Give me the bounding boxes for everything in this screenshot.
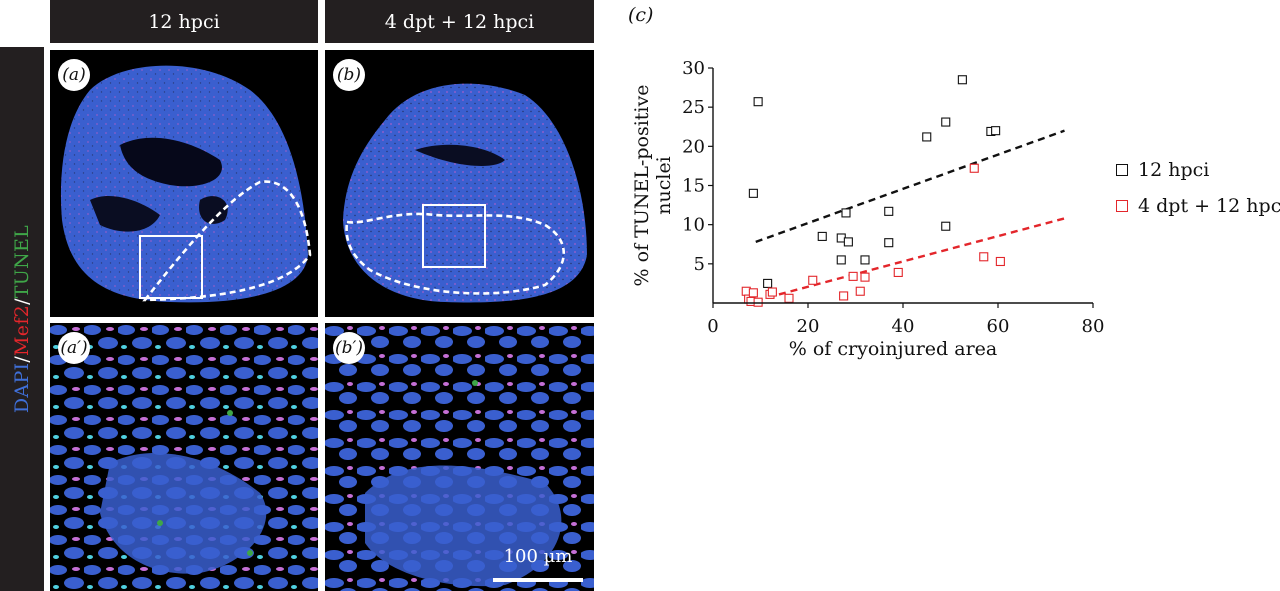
data-point-series-0 xyxy=(763,278,773,288)
data-point-series-0 xyxy=(884,238,894,248)
dapi-label: DAPI xyxy=(11,362,33,414)
data-point-series-1 xyxy=(784,293,794,303)
data-point-series-1 xyxy=(848,271,858,281)
panel-tag-a: (a) xyxy=(58,59,90,91)
data-point-series-0 xyxy=(753,97,763,107)
label-separator: / xyxy=(11,355,33,363)
legend-swatch-4dpt-12hpci xyxy=(1116,200,1128,212)
panel-tag-a-zoom: (a′) xyxy=(58,332,90,364)
x-tick-label: 20 xyxy=(797,316,820,337)
data-point-series-1 xyxy=(979,252,989,262)
data-point-series-0 xyxy=(860,255,870,265)
data-point-series-1 xyxy=(839,291,849,301)
x-axis-label: % of cryoinjured area xyxy=(789,338,997,360)
tunel-label: TUNEL xyxy=(11,224,33,299)
y-tick-label: 30 xyxy=(682,58,705,79)
micrograph-panel-a: (a) xyxy=(50,50,318,317)
data-point-series-0 xyxy=(748,188,758,198)
y-tick-label: 5 xyxy=(694,254,705,275)
data-point-series-1 xyxy=(753,297,763,307)
data-point-series-1 xyxy=(767,287,777,297)
micrograph-panel-a-zoom: (a′) xyxy=(50,323,318,591)
data-point-series-1 xyxy=(808,275,818,285)
micrograph-panel-b: (b) xyxy=(325,50,594,317)
trend-line-series-1 xyxy=(755,217,1065,302)
micrograph-panel-b-zoom: (b′) xyxy=(325,323,594,591)
stain-label: DAPI/Mef2/TUNEL xyxy=(11,225,33,413)
data-point-series-0 xyxy=(836,255,846,265)
data-point-series-0 xyxy=(922,132,932,142)
scatter-chart: 0 20 40 60 80 5 10 15 20 25 30 % of cryoinjured ar… xyxy=(631,58,1105,360)
data-point-series-0 xyxy=(843,237,853,247)
y-axis-label-line-2: nuclei xyxy=(653,156,675,215)
data-point-series-0 xyxy=(884,206,894,216)
panel-tag-b: (b) xyxy=(333,59,365,91)
data-point-series-0 xyxy=(841,208,851,218)
data-point-series-1 xyxy=(860,272,870,282)
trend-line-series-0 xyxy=(755,129,1065,244)
label-separator: / xyxy=(11,298,33,305)
side-label-strip: DAPI/Mef2/TUNEL xyxy=(0,47,44,591)
y-axis-label-line-1: % of TUNEL-positive xyxy=(631,85,653,287)
legend-item-4dpt-12hpci: 4 dpt + 12 hpci xyxy=(1116,188,1280,224)
x-tick-label: 40 xyxy=(892,316,915,337)
column-header-12hpci: 12 hpci xyxy=(50,0,318,43)
data-point-series-0 xyxy=(941,117,951,127)
scale-bar-label: 100 µm xyxy=(503,546,573,567)
data-point-series-1 xyxy=(893,267,903,277)
y-tick-label: 10 xyxy=(682,215,705,236)
y-tick-label: 20 xyxy=(682,136,705,157)
data-point-series-1 xyxy=(969,163,979,173)
chart-legend: 12 hpci 4 dpt + 12 hpci xyxy=(1116,152,1280,224)
data-point-series-1 xyxy=(995,256,1005,267)
x-tick-label: 80 xyxy=(1082,316,1105,337)
legend-swatch-12hpci xyxy=(1116,164,1128,176)
panel-tag-b-zoom: (b′) xyxy=(333,332,365,364)
data-point-series-1 xyxy=(855,286,865,296)
mef2-label: Mef2 xyxy=(11,304,33,356)
legend-label-4dpt-12hpci: 4 dpt + 12 hpci xyxy=(1138,195,1280,217)
scale-bar xyxy=(493,578,583,582)
data-point-series-0 xyxy=(941,221,951,231)
x-tick-label: 0 xyxy=(707,316,718,337)
data-point-series-0 xyxy=(817,231,827,241)
column-header-4dpt-12hpci: 4 dpt + 12 hpci xyxy=(325,0,594,43)
y-tick-label: 15 xyxy=(682,176,705,197)
data-point-series-1 xyxy=(748,288,758,298)
legend-item-12hpci: 12 hpci xyxy=(1116,152,1280,188)
data-point-series-0 xyxy=(991,126,1001,136)
data-point-series-0 xyxy=(957,75,967,85)
legend-label-12hpci: 12 hpci xyxy=(1138,159,1210,181)
panel-tag-c: (c) xyxy=(628,4,654,26)
y-tick-label: 25 xyxy=(682,97,705,118)
x-tick-label: 60 xyxy=(987,316,1010,337)
